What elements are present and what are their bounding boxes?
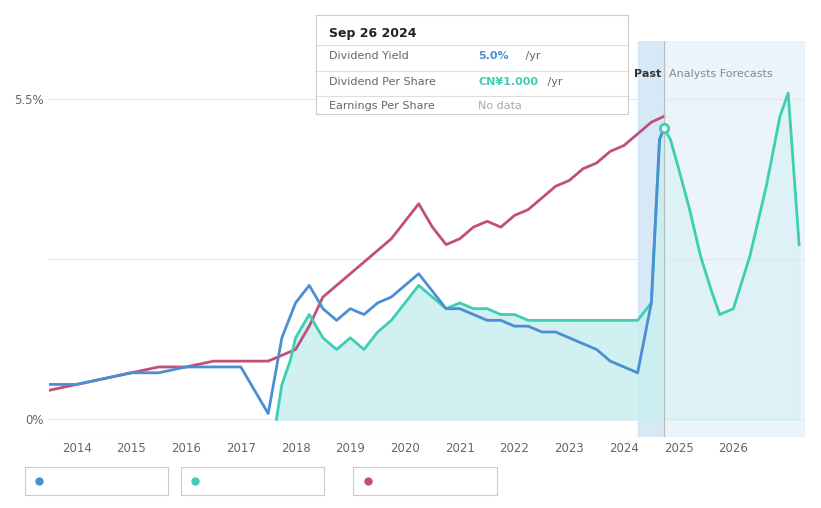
Text: /yr: /yr [544, 77, 562, 87]
Text: Dividend Yield: Dividend Yield [49, 477, 129, 486]
Text: CN¥1.000: CN¥1.000 [479, 77, 539, 87]
Text: Earnings Per Share: Earnings Per Share [378, 477, 484, 486]
Text: Dividend Yield: Dividend Yield [328, 51, 408, 61]
Text: Dividend Per Share: Dividend Per Share [328, 77, 435, 87]
Text: Past: Past [634, 69, 661, 79]
Bar [664, 41, 805, 437]
Text: Sep 26 2024: Sep 26 2024 [328, 27, 416, 40]
Text: No data: No data [479, 102, 522, 111]
Text: Dividend Per Share: Dividend Per Share [205, 477, 312, 486]
Text: 5.0%: 5.0% [479, 51, 509, 61]
Text: /yr: /yr [522, 51, 540, 61]
Text: Earnings Per Share: Earnings Per Share [328, 102, 434, 111]
Text: Analysts Forecasts: Analysts Forecasts [669, 69, 773, 79]
Bar [638, 41, 664, 437]
